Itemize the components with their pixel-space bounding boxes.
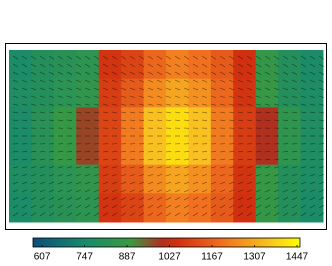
heat-cell bbox=[121, 79, 144, 108]
heat-cell bbox=[144, 165, 167, 194]
heat-cell bbox=[188, 136, 211, 165]
heat-cell bbox=[54, 136, 77, 165]
heat-cell bbox=[54, 79, 77, 108]
heat-cell bbox=[9, 165, 32, 194]
heat-cell bbox=[9, 136, 32, 165]
colorbar-tick-label: 1167 bbox=[201, 252, 223, 263]
heat-cell bbox=[301, 79, 324, 108]
heat-cell bbox=[301, 193, 324, 222]
heat-cell bbox=[256, 136, 279, 165]
heat-cell bbox=[99, 193, 122, 222]
heat-cell bbox=[9, 193, 32, 222]
heat-cell bbox=[31, 50, 54, 79]
heat-cell bbox=[278, 79, 301, 108]
heat-cell bbox=[31, 165, 54, 194]
heat-cell bbox=[166, 136, 189, 165]
heat-cell bbox=[121, 107, 144, 136]
heat-cell bbox=[233, 193, 256, 222]
heat-cell bbox=[256, 79, 279, 108]
colorbar-gradient bbox=[33, 238, 300, 247]
heat-cell bbox=[54, 165, 77, 194]
heat-cell bbox=[99, 79, 122, 108]
colorbar-tick-label: 887 bbox=[119, 252, 136, 263]
heat-cell bbox=[188, 50, 211, 79]
colorbar-tick-label: 607 bbox=[34, 252, 51, 263]
heat-cell bbox=[76, 165, 99, 194]
heat-cell bbox=[121, 50, 144, 79]
colorbar-tick-label: 1447 bbox=[286, 252, 309, 263]
heat-cell bbox=[121, 165, 144, 194]
colorbar-tick-label: 1027 bbox=[158, 252, 181, 263]
heat-cell bbox=[233, 79, 256, 108]
heat-cell bbox=[278, 165, 301, 194]
heat-cell bbox=[99, 50, 122, 79]
heat-cell bbox=[211, 193, 234, 222]
heat-cell bbox=[9, 79, 32, 108]
heat-cell bbox=[233, 136, 256, 165]
heat-cell bbox=[144, 79, 167, 108]
heat-cell bbox=[256, 165, 279, 194]
colorbar: 607 747 887 1027 1167 1307 1447 bbox=[33, 238, 309, 263]
heat-cell bbox=[301, 165, 324, 194]
heat-cell bbox=[144, 136, 167, 165]
heat-cell bbox=[31, 79, 54, 108]
heat-cell bbox=[211, 165, 234, 194]
heatmap bbox=[9, 50, 324, 223]
heat-cell bbox=[99, 136, 122, 165]
heat-cell bbox=[301, 136, 324, 165]
heat-cell bbox=[166, 79, 189, 108]
heat-cell bbox=[166, 107, 189, 136]
heat-cell bbox=[99, 165, 122, 194]
heat-cell bbox=[211, 107, 234, 136]
heat-cell bbox=[166, 165, 189, 194]
heat-cell bbox=[144, 107, 167, 136]
colorbar-tick-label: 1307 bbox=[243, 252, 266, 263]
heat-cell bbox=[76, 193, 99, 222]
heat-cell bbox=[76, 136, 99, 165]
heat-cell bbox=[233, 50, 256, 79]
heat-cell bbox=[31, 107, 54, 136]
heat-cell bbox=[188, 107, 211, 136]
heat-cell bbox=[256, 107, 279, 136]
heat-cell bbox=[76, 107, 99, 136]
heat-cell bbox=[211, 136, 234, 165]
heat-cell bbox=[9, 50, 32, 79]
heat-cell bbox=[256, 193, 279, 222]
heat-cell bbox=[31, 136, 54, 165]
heat-cell bbox=[121, 136, 144, 165]
heat-cell bbox=[233, 107, 256, 136]
heat-cell bbox=[166, 193, 189, 222]
heat-cell bbox=[211, 79, 234, 108]
heat-cell bbox=[54, 107, 77, 136]
heat-cell bbox=[278, 50, 301, 79]
colorbar-tick-label: 747 bbox=[76, 252, 93, 263]
heat-cell bbox=[54, 193, 77, 222]
heat-cell bbox=[121, 193, 144, 222]
heat-cell bbox=[188, 193, 211, 222]
heat-cell bbox=[76, 50, 99, 79]
heat-cell bbox=[278, 136, 301, 165]
heat-cell bbox=[54, 50, 77, 79]
heat-cell bbox=[233, 165, 256, 194]
heat-cell bbox=[144, 193, 167, 222]
heat-cell bbox=[301, 107, 324, 136]
heat-cell bbox=[278, 193, 301, 222]
heat-cell bbox=[99, 107, 122, 136]
heat-cell bbox=[144, 50, 167, 79]
heat-cell bbox=[278, 107, 301, 136]
heat-cell bbox=[188, 79, 211, 108]
heat-cell bbox=[188, 165, 211, 194]
heat-cell bbox=[9, 107, 32, 136]
heat-cell bbox=[76, 79, 99, 108]
